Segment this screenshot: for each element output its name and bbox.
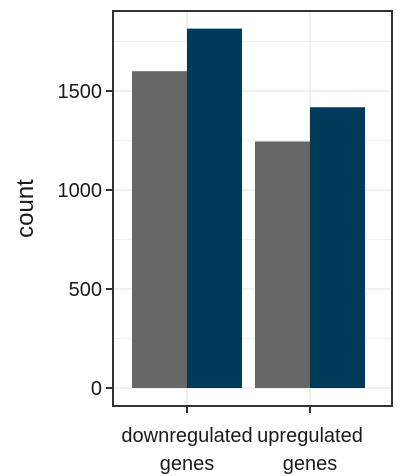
y-tick-label: 1000	[58, 180, 103, 202]
bar	[255, 141, 310, 388]
bar	[132, 71, 187, 388]
y-tick-label: 500	[69, 279, 102, 301]
y-tick-label: 1500	[58, 81, 103, 103]
x-tick-label-line: genes	[283, 453, 338, 475]
x-tick-label: downregulated genes	[121, 425, 252, 475]
bar	[187, 28, 242, 388]
x-tick-label-line: upregulated	[257, 425, 363, 447]
panel-border	[112, 10, 393, 407]
y-tick-label: 0	[91, 378, 102, 400]
x-tick-label-line: downregulated	[121, 425, 252, 447]
bar	[310, 107, 365, 389]
x-tick-label: upregulated genes	[257, 425, 363, 475]
bars	[132, 28, 365, 389]
x-tick-label-line: genes	[160, 453, 215, 475]
y-axis-label: count	[12, 179, 39, 238]
